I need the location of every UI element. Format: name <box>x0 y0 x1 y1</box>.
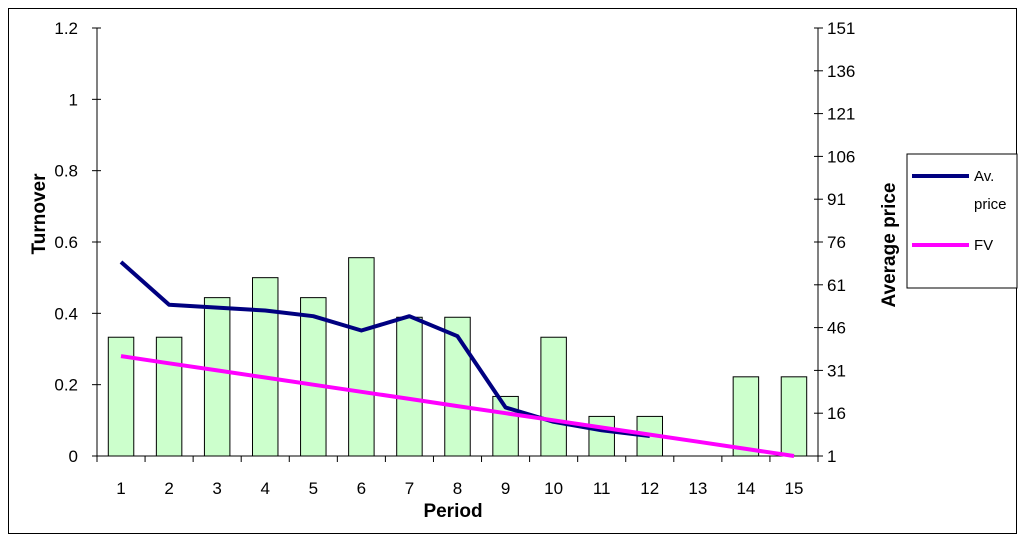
y2-tick-label-1: 1 <box>827 447 836 466</box>
bar-period-3 <box>203 297 231 457</box>
y2-tick-label-16: 16 <box>827 404 846 423</box>
bar-period-6 <box>348 257 375 457</box>
y2-tick-label-121: 121 <box>827 105 855 124</box>
bar-period-1 <box>107 336 135 457</box>
bar-period-2 <box>155 336 183 457</box>
y-tick-label-0.8: 0.8 <box>54 162 78 181</box>
x-tick-label-10: 10 <box>544 479 563 498</box>
x-tick-label-9: 9 <box>501 479 510 498</box>
x-tick-label-8: 8 <box>453 479 462 498</box>
x-tick-label-12: 12 <box>640 479 659 498</box>
x-tick-label-6: 6 <box>357 479 366 498</box>
legend-label-av-price-line1: Av. <box>974 168 994 185</box>
x-tick-label-2: 2 <box>164 479 173 498</box>
x-tick-label-3: 3 <box>212 479 221 498</box>
y-tick-label-0.4: 0.4 <box>54 304 78 323</box>
y-tick-label-0.2: 0.2 <box>54 376 78 395</box>
y-tick-label-1.2: 1.2 <box>54 19 78 38</box>
line-series <box>119 260 795 458</box>
y2-tick-label-31: 31 <box>827 361 846 380</box>
x-tick-label-5: 5 <box>309 479 318 498</box>
line-av-price <box>119 260 651 438</box>
bar-period-10 <box>540 336 567 457</box>
x-tick-label-1: 1 <box>116 479 125 498</box>
bar-period-14 <box>732 376 760 457</box>
y2-tick-label-136: 136 <box>827 62 855 81</box>
bar-period-5 <box>300 297 327 457</box>
x-tick-label-14: 14 <box>736 479 755 498</box>
x-tick-label-11: 11 <box>593 479 611 498</box>
x-tick-label-4: 4 <box>260 479 269 498</box>
bar-period-11 <box>588 415 615 457</box>
bar-series <box>107 257 808 457</box>
line-fv <box>120 354 795 458</box>
y-tick-label-0: 0 <box>69 447 78 466</box>
y-tick-label-0.6: 0.6 <box>54 233 78 252</box>
legend: Av. price FV <box>906 153 1018 289</box>
bar-period-8 <box>444 316 471 457</box>
x-tick-label-15: 15 <box>785 479 804 498</box>
legend-label-av-price-line2: price <box>974 196 1007 213</box>
y2-tick-label-61: 61 <box>827 276 846 295</box>
bar-period-15 <box>780 376 808 457</box>
x-axis-title: Period <box>423 501 482 522</box>
y2-tick-label-91: 91 <box>827 190 846 209</box>
y2-tick-label-76: 76 <box>827 233 846 252</box>
bar-period-7 <box>396 316 423 457</box>
y2-axis-title: Average price <box>879 183 900 308</box>
axes: 00.20.40.60.811.211631466176911061211361… <box>54 19 855 498</box>
y2-tick-label-46: 46 <box>827 319 846 338</box>
bar-period-4 <box>251 277 279 457</box>
y2-tick-label-151: 151 <box>827 19 855 38</box>
y2-tick-label-106: 106 <box>827 147 855 166</box>
legend-label-fv: FV <box>974 237 993 254</box>
x-tick-label-13: 13 <box>688 479 707 498</box>
y-tick-label-1: 1 <box>69 90 78 109</box>
x-tick-label-7: 7 <box>405 479 414 498</box>
y-axis-title: Turnover <box>29 173 50 255</box>
